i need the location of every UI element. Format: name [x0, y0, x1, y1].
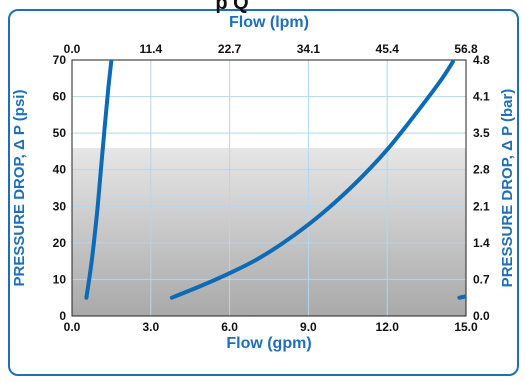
y2-tick-label: 0.0	[473, 309, 490, 323]
y-tick-label: 30	[53, 199, 67, 213]
series-line-2	[169, 60, 455, 300]
x2-tick-label: 56.8	[454, 42, 478, 56]
plot-area-shaded	[72, 148, 466, 316]
x2-tick-label: 22.7	[218, 42, 242, 56]
plot-area-upper	[72, 60, 466, 148]
x-axis-title: Flow (gpm)	[226, 335, 311, 352]
x2-tick-label: 0.0	[64, 42, 81, 56]
y-tick-label: 10	[53, 272, 67, 286]
y2-tick-label: 1.4	[473, 236, 490, 250]
y-tick-label: 50	[53, 126, 67, 140]
x-tick-label: 0.0	[64, 320, 81, 334]
y2-tick-label: 4.1	[473, 90, 490, 104]
y2-tick-label: 2.8	[473, 163, 490, 177]
x-tick-label: 6.0	[221, 320, 238, 334]
y-tick-label: 20	[53, 236, 67, 250]
x-tick-label: 3.0	[142, 320, 159, 334]
y2-tick-label: 2.1	[473, 199, 490, 213]
tick-labels: 0.0 0.0 3.0 11.4 6.0 22.7 9.0 34.1 12.0 45.4 15.0 5…	[53, 42, 490, 334]
y-tick-label: 70	[53, 53, 67, 67]
x2-axis-title: Flow (lpm)	[229, 14, 309, 31]
series-line-1	[84, 60, 114, 300]
y2-tick-label: 3.5	[473, 126, 490, 140]
y-tick-label: 60	[53, 90, 67, 104]
y2-tick-label: 0.7	[473, 272, 490, 286]
y-tick-label: 0	[59, 309, 66, 323]
x2-tick-label: 11.4	[139, 42, 162, 56]
plot-border	[71, 59, 467, 317]
chart-title-fragment: p Q	[215, 0, 248, 14]
x2-tick-label: 34.1	[297, 42, 321, 56]
x-tick-label: 12.0	[376, 320, 400, 334]
series-group	[84, 60, 466, 300]
y-axis-title: PRESSURE DROP, Δ P (psi)	[11, 90, 28, 287]
grid	[72, 60, 466, 316]
y2-axis-title: PRESSURE DROP, Δ P (bar)	[499, 89, 516, 288]
y-tick-label: 40	[53, 163, 67, 177]
x2-tick-label: 45.4	[376, 42, 400, 56]
y2-tick-label: 4.8	[473, 53, 490, 67]
series-line-3	[457, 294, 466, 300]
x-tick-label: 15.0	[454, 320, 478, 334]
x-tick-label: 9.0	[300, 320, 317, 334]
